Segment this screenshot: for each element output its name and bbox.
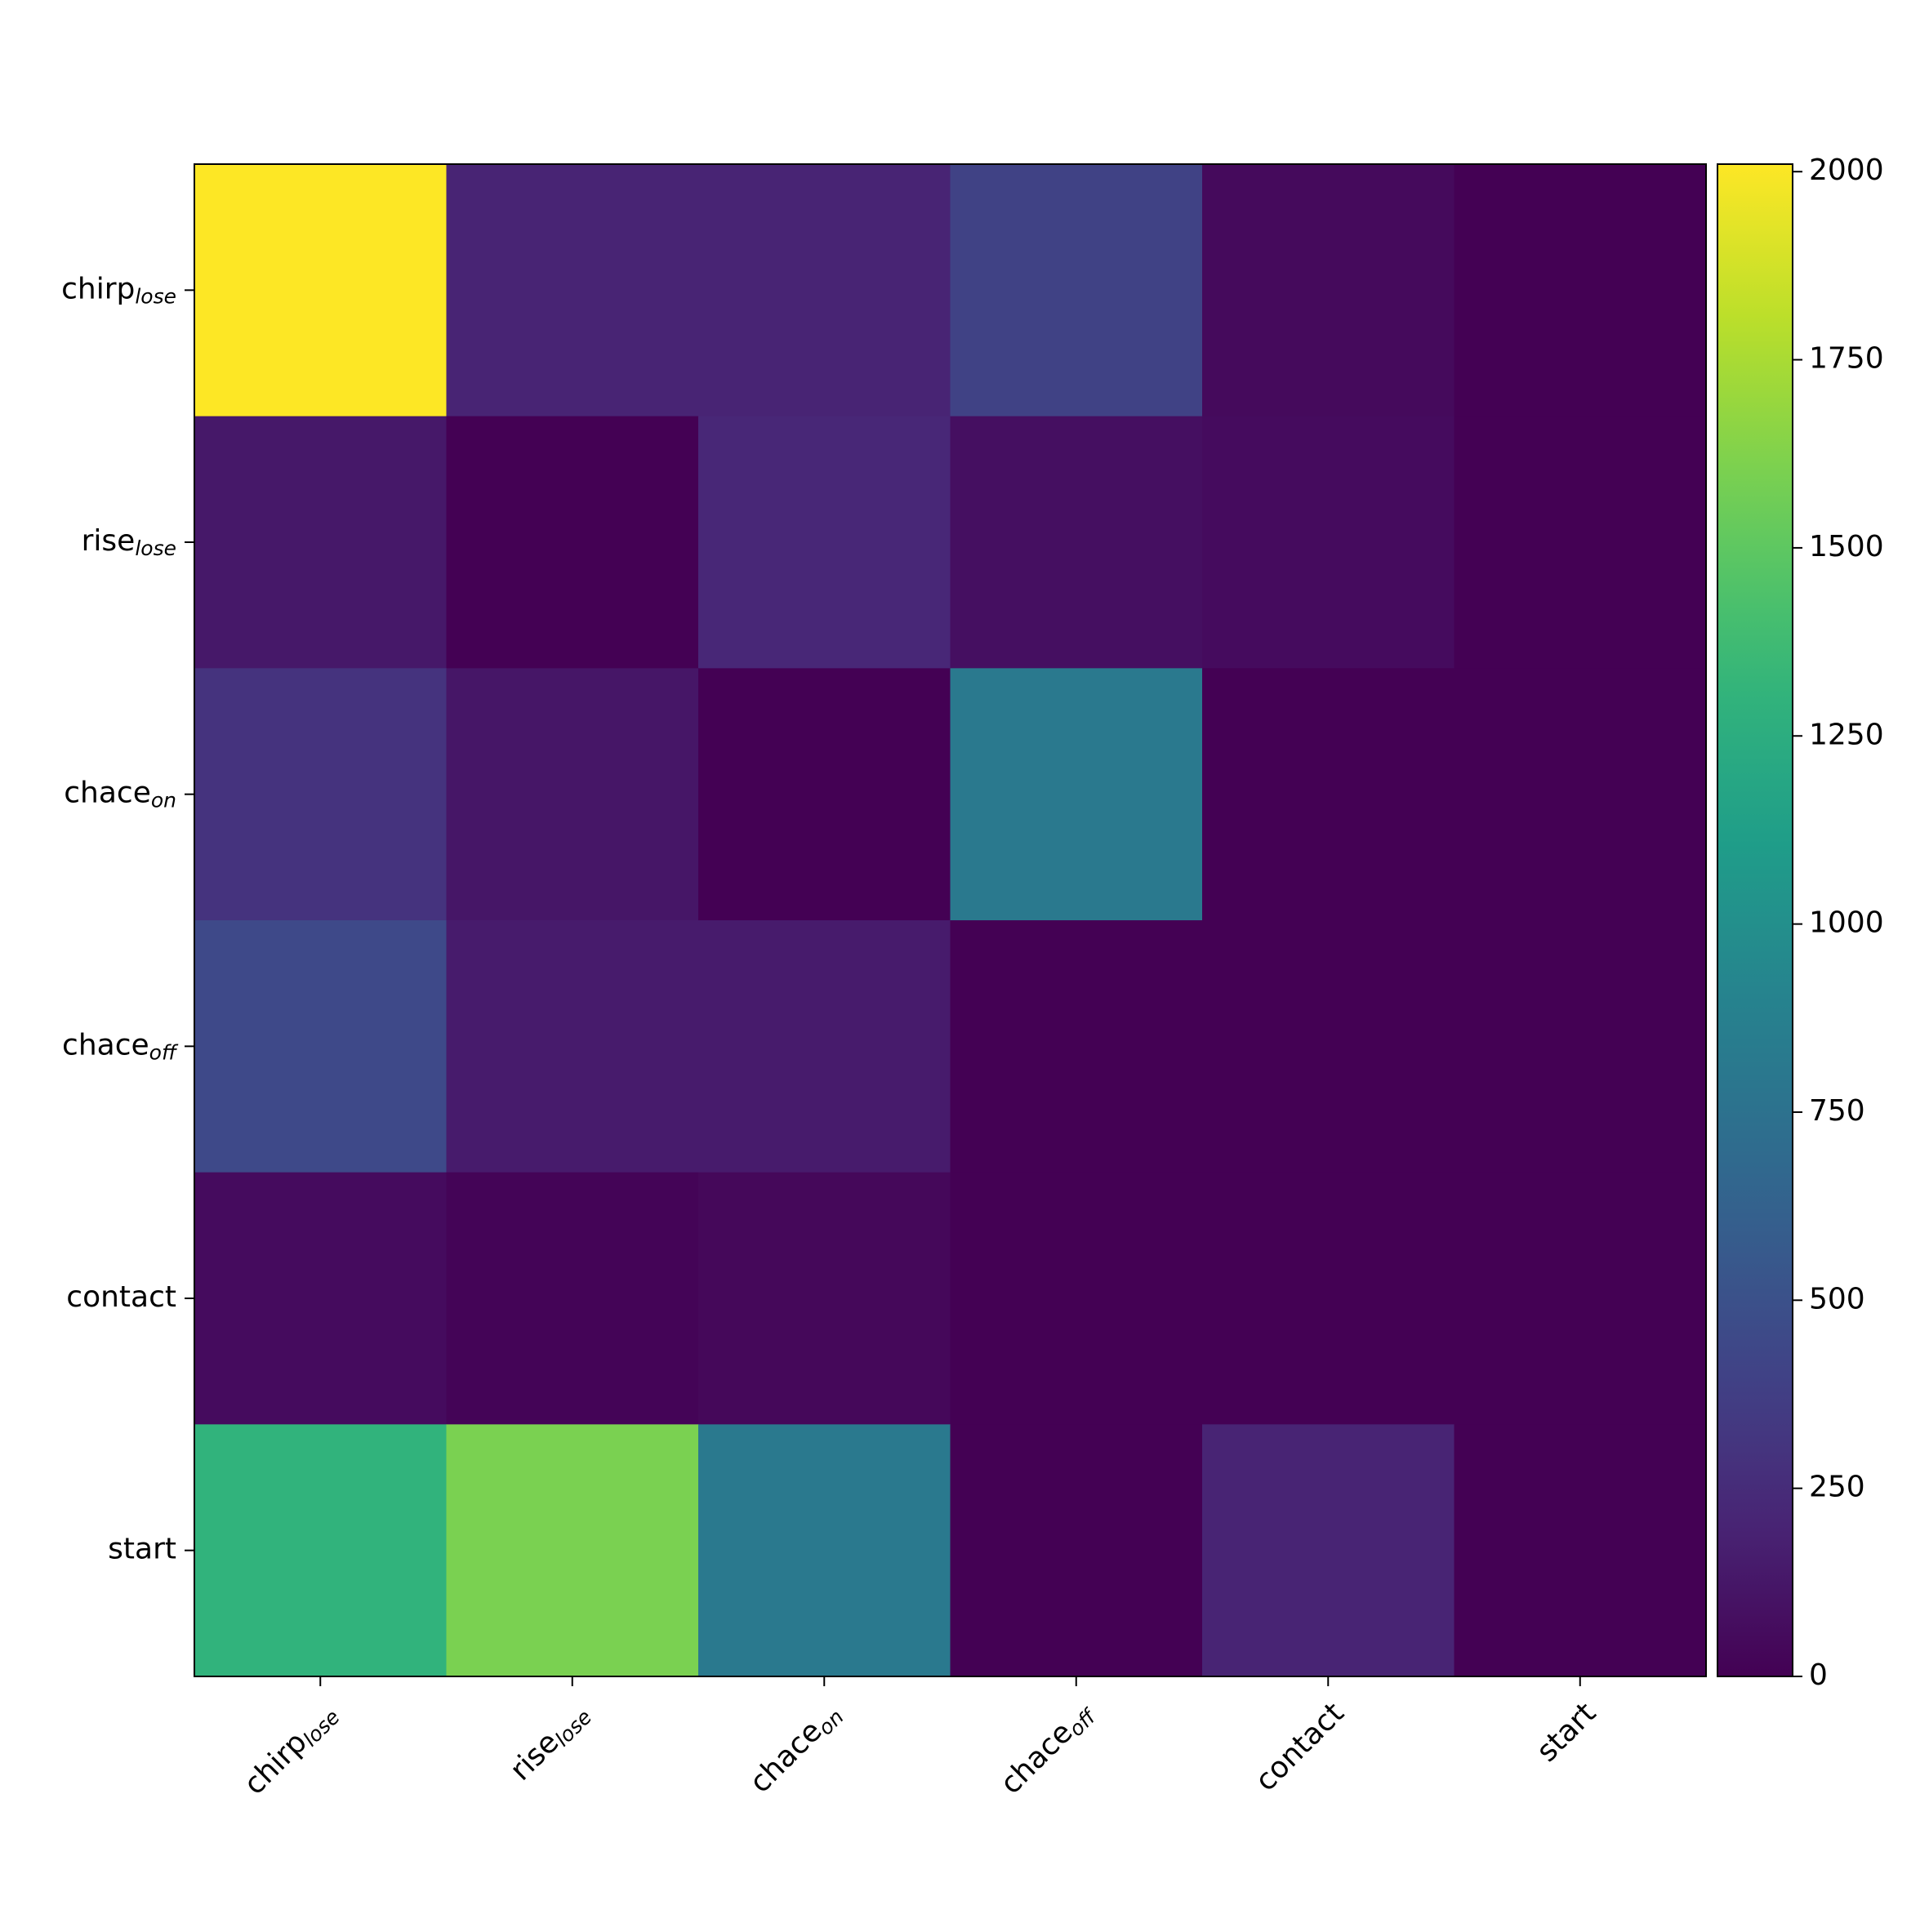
heatmap-cell (194, 1424, 447, 1677)
heatmap-cell (1202, 920, 1455, 1173)
heatmap-cell (1454, 1424, 1707, 1677)
heatmap-cell (1202, 164, 1455, 417)
heatmap-cell (698, 1172, 951, 1425)
y-tick-label-text: contact (66, 1280, 176, 1314)
heatmap-cell (446, 920, 699, 1173)
heatmap-cell (698, 668, 951, 921)
colorbar-tick-label: 1750 (1809, 342, 1884, 376)
heatmap-cell (1454, 1172, 1707, 1425)
colorbar (1717, 163, 1793, 1677)
heatmap-cell (950, 1424, 1203, 1677)
colorbar-tick-label: 1000 (1809, 906, 1884, 940)
heatmap-cell (950, 668, 1203, 921)
y-tick-label-subscript: off (149, 1040, 179, 1064)
colorbar-tick-label: 250 (1809, 1471, 1865, 1504)
heatmap-cell (446, 164, 699, 417)
y-tick-label-text: chace (64, 777, 151, 810)
x-tick-label: chirplose (238, 1696, 345, 1803)
x-tick-label-text: chace (743, 1714, 828, 1799)
y-tick-label: start (108, 1533, 176, 1566)
y-tick-label-text: chace (62, 1028, 149, 1062)
colorbar-tick-label: 750 (1809, 1094, 1865, 1128)
x-tick-label: chaceon (743, 1696, 849, 1801)
heatmap-cell (194, 920, 447, 1173)
y-tick-label-text: start (108, 1533, 176, 1566)
x-tick-label: chaceoff (994, 1694, 1102, 1802)
heatmap-cell (1202, 416, 1455, 669)
colorbar-tick-label: 0 (1809, 1658, 1828, 1692)
y-tick-label: chaceon (64, 777, 176, 812)
x-tick-label: start (1530, 1696, 1602, 1768)
heatmap-cell (446, 1424, 699, 1677)
x-tick-label-text: chace (994, 1716, 1079, 1801)
heatmap-cell (194, 164, 447, 417)
y-tick-label-subscript: lose (135, 536, 176, 560)
plot-frame (194, 163, 1707, 1677)
colorbar-tick-label: 500 (1809, 1282, 1865, 1315)
colorbar-tick-label: 2000 (1809, 154, 1884, 187)
colorbar-tick-label: 1250 (1809, 718, 1884, 751)
heatmap-cell (446, 1172, 699, 1425)
heatmap-cell (446, 416, 699, 669)
y-tick-label-text: chirp (61, 272, 135, 305)
y-tick-label: chaceoff (62, 1028, 179, 1064)
heatmap-cell (698, 920, 951, 1173)
heatmap-cell (1454, 164, 1707, 417)
heatmap-cell (194, 1172, 447, 1425)
heatmap-cell (194, 416, 447, 669)
heatmap-cell (698, 1424, 951, 1677)
colorbar-tick-label: 1500 (1809, 530, 1884, 563)
heatmap-cell (1454, 416, 1707, 669)
heatmap-cell (1454, 668, 1707, 921)
heatmap-cell (1454, 920, 1707, 1173)
y-tick-label: chirplose (61, 272, 176, 308)
heatmap-cell (950, 416, 1203, 669)
y-tick-label-text: rise (82, 524, 136, 558)
y-tick-label: riselose (82, 524, 176, 560)
y-tick-label-subscript: lose (135, 284, 176, 308)
x-tick-label: contact (1249, 1696, 1350, 1797)
y-tick-label: contact (66, 1280, 176, 1314)
heatmap-cell (1202, 668, 1455, 921)
heatmap-cell (1202, 1424, 1455, 1677)
heatmap-cell (698, 164, 951, 417)
x-tick-label-text: start (1530, 1696, 1602, 1768)
heatmap-cell (194, 668, 447, 921)
heatmap-cell (1202, 1172, 1455, 1425)
x-tick-label: riselose (504, 1696, 596, 1788)
heatmap-cell (446, 668, 699, 921)
heatmap-cell (698, 416, 951, 669)
y-tick-label-subscript: on (151, 789, 176, 812)
x-tick-label-text: contact (1249, 1696, 1350, 1797)
heatmap-cell (950, 1172, 1203, 1425)
heatmap-cell (950, 164, 1203, 417)
heatmap-cell (950, 920, 1203, 1173)
